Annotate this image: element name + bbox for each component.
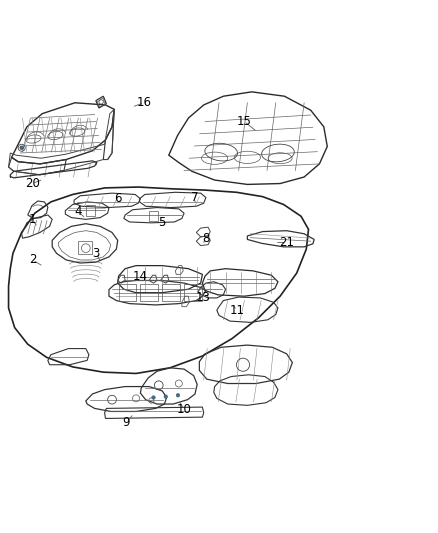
Bar xyxy=(149,211,158,221)
Text: 13: 13 xyxy=(195,290,210,304)
Bar xyxy=(184,284,201,302)
Text: 10: 10 xyxy=(177,403,191,416)
Text: 14: 14 xyxy=(133,270,148,282)
Bar xyxy=(119,284,136,302)
Circle shape xyxy=(164,395,167,398)
Text: 2: 2 xyxy=(29,254,36,266)
Circle shape xyxy=(20,146,23,149)
Text: 9: 9 xyxy=(123,416,130,429)
Bar xyxy=(162,284,180,302)
Bar xyxy=(141,284,158,302)
Text: 6: 6 xyxy=(114,192,121,205)
Text: 1: 1 xyxy=(29,213,36,227)
Text: 16: 16 xyxy=(136,96,152,109)
Text: 20: 20 xyxy=(25,177,39,190)
Circle shape xyxy=(152,395,155,399)
Bar xyxy=(86,205,95,216)
Text: 21: 21 xyxy=(279,236,294,249)
Text: 7: 7 xyxy=(191,191,199,205)
Text: 8: 8 xyxy=(202,232,210,245)
Text: 5: 5 xyxy=(159,216,166,229)
Circle shape xyxy=(176,393,180,397)
Text: 11: 11 xyxy=(230,304,245,317)
Text: 15: 15 xyxy=(237,115,251,127)
Text: 3: 3 xyxy=(92,247,99,260)
Text: 4: 4 xyxy=(74,205,82,219)
Bar xyxy=(78,241,92,254)
